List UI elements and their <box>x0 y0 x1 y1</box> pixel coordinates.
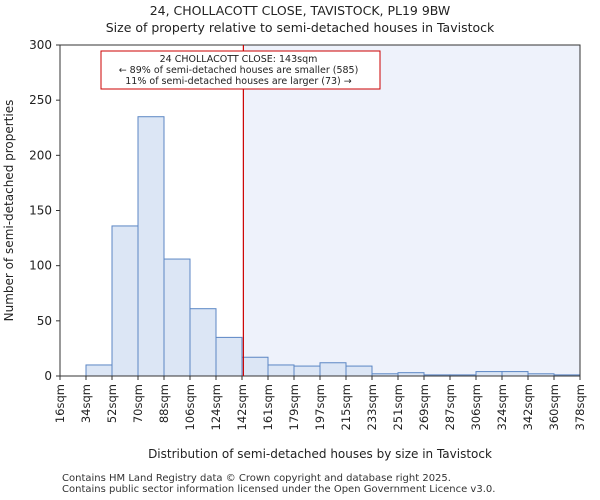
highlight-region <box>243 45 581 376</box>
histogram-bar <box>163 258 191 377</box>
y-tick-label: 200 <box>29 148 52 162</box>
x-tick-label: 360sqm <box>547 384 561 430</box>
y-tick-label: 150 <box>29 204 52 218</box>
histogram-bar <box>111 225 139 377</box>
x-tick-label: 34sqm <box>79 384 93 423</box>
annotation-line: ← 89% of semi-detached houses are smalle… <box>119 65 359 76</box>
footer-licence: Contains public sector information licen… <box>62 484 496 495</box>
histogram-bar <box>293 365 321 377</box>
y-tick-label: 250 <box>29 93 52 107</box>
x-tick-label: 52sqm <box>105 384 119 423</box>
x-tick-label: 88sqm <box>157 384 171 423</box>
x-tick-label: 378sqm <box>573 384 587 430</box>
histogram-bar <box>319 362 347 377</box>
annotation-line: 11% of semi-detached houses are larger (… <box>125 76 352 87</box>
footer-copyright: Contains HM Land Registry data © Crown c… <box>62 473 451 484</box>
x-axis-label: Distribution of semi-detached houses by … <box>148 447 492 461</box>
x-tick-label: 142sqm <box>235 384 249 430</box>
x-tick-label: 324sqm <box>495 384 509 430</box>
y-tick-label: 100 <box>29 259 52 273</box>
y-tick-label: 50 <box>37 314 52 328</box>
annotation-line: 24 CHOLLACOTT CLOSE: 143sqm <box>160 54 318 65</box>
histogram-bar <box>137 116 165 377</box>
x-tick-label: 342sqm <box>521 384 535 430</box>
y-axis-label: Number of semi-detached properties <box>2 100 16 322</box>
histogram-bar <box>215 336 243 377</box>
annotation-box <box>100 50 381 90</box>
histogram-bar <box>85 364 113 377</box>
x-tick-label: 161sqm <box>261 384 275 430</box>
x-tick-label: 215sqm <box>339 384 353 430</box>
histogram-bar <box>189 308 217 377</box>
x-tick-label: 251sqm <box>391 384 405 430</box>
x-tick-label: 233sqm <box>365 384 379 430</box>
y-tick-label: 0 <box>44 369 52 383</box>
x-tick-label: 16sqm <box>53 384 67 423</box>
chart-title: 24, CHOLLACOTT CLOSE, TAVISTOCK, PL19 9B… <box>149 3 451 18</box>
x-tick-label: 106sqm <box>183 384 197 430</box>
x-tick-label: 124sqm <box>209 384 223 430</box>
histogram-bar <box>241 356 269 377</box>
chart-subtitle: Size of property relative to semi-detach… <box>105 20 495 35</box>
histogram-bar <box>345 365 373 377</box>
x-tick-label: 70sqm <box>131 384 145 423</box>
x-tick-label: 306sqm <box>469 384 483 430</box>
histogram-bar <box>267 364 295 377</box>
y-tick-label: 300 <box>29 38 52 52</box>
x-tick-label: 269sqm <box>417 384 431 430</box>
histogram-bar <box>501 371 529 377</box>
x-tick-label: 197sqm <box>313 384 327 430</box>
x-tick-label: 287sqm <box>443 384 457 430</box>
histogram-bar <box>475 371 503 377</box>
x-tick-label: 179sqm <box>287 384 301 430</box>
